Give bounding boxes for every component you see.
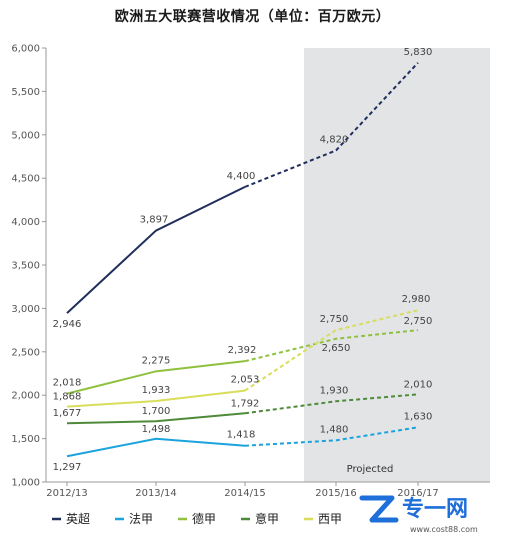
legend-item: 西甲 [304,512,342,526]
y-tick-label: 3,500 [11,261,40,272]
data-label: 2,650 [322,343,351,354]
x-tick-label: 2013/14 [135,488,177,499]
data-label: 1,418 [227,430,256,441]
data-label: 4,400 [227,171,256,182]
data-label: 1,297 [53,462,82,473]
data-label: 1,630 [404,411,433,422]
series-line-actual [66,389,246,408]
data-label: 1,933 [142,385,171,396]
x-tick-label: 2014/15 [224,488,266,499]
y-tick-label: 6,000 [11,44,40,55]
series-line-actual [66,412,246,425]
series-line-projected [244,393,419,415]
data-label: 2,018 [53,378,82,389]
data-label: 5,830 [404,47,433,58]
legend: 英超 法甲 德甲 意甲 西甲 [52,511,342,526]
legend-item: 法甲 [115,512,153,526]
data-label: 3,897 [140,215,169,226]
series-line-actual [66,185,246,314]
y-tick-label: 2,500 [11,347,40,358]
x-tick-label: 2012/13 [46,488,88,499]
data-label: 2,750 [404,316,433,327]
data-label: 2,392 [228,345,257,356]
data-label: 1,868 [53,392,82,403]
legend-label: 英超 [66,511,90,526]
watermark: 专一网 www.cost88.com [359,495,478,534]
y-tick-label: 1,000 [11,478,40,489]
data-label: 1,700 [142,406,171,417]
data-label: 1,498 [142,424,171,435]
x-tick-label: 2016/17 [397,488,439,499]
series-line-projected [244,329,419,363]
series-line-projected [244,309,419,392]
legend-label: 德甲 [192,511,216,526]
data-label: 2,053 [231,375,260,386]
watermark-url: www.cost88.com [410,525,478,534]
projected-band [304,48,490,482]
data-labels-group: 2,946 3,897 4,400 4,820 5,830 1,297 1,498 1,418… [53,47,433,473]
y-tick-label: 1,500 [11,434,40,445]
series-line-actual [66,437,246,458]
data-label: 4,820 [320,134,349,145]
legend-label: 意甲 [255,511,279,526]
data-label: 1,480 [320,424,349,435]
series-line-actual [66,360,246,395]
watermark-brand: 专一网 [402,496,468,522]
y-tick-label: 3,000 [11,304,40,315]
series-line-projected [244,426,419,447]
series-line-projected [244,62,419,188]
data-label: 2,750 [320,314,349,325]
y-tick-label: 5,500 [11,87,40,98]
watermark-logo [359,495,399,523]
data-label: 1,792 [231,398,260,409]
axes-group: 1,000 1,500 2,000 2,500 3,000 3,500 4,000 4,500… [11,44,490,499]
series-group [66,62,419,458]
y-tick-label: 2,000 [11,391,40,402]
y-tick-label: 4,500 [11,174,40,185]
legend-item: 意甲 [241,511,279,526]
chart-title: 欧洲五大联赛营收情况（单位：百万欧元） [114,9,391,25]
legend-label: 西甲 [318,512,342,526]
data-label: 2,980 [402,294,431,305]
data-label: 1,677 [53,408,82,419]
data-label: 2,275 [142,355,171,366]
projected-label: Projected [347,464,394,475]
data-label: 2,010 [404,379,433,390]
projected-band-group: Projected [304,48,490,482]
data-label: 2,946 [53,319,82,330]
x-tick-label: 2015/16 [315,488,357,499]
data-label: 1,930 [320,385,349,396]
y-tick-label: 4,000 [11,217,40,228]
y-tick-label: 5,000 [11,130,40,141]
legend-label: 法甲 [129,512,153,526]
legend-item: 英超 [52,511,90,526]
legend-item: 德甲 [178,511,216,526]
